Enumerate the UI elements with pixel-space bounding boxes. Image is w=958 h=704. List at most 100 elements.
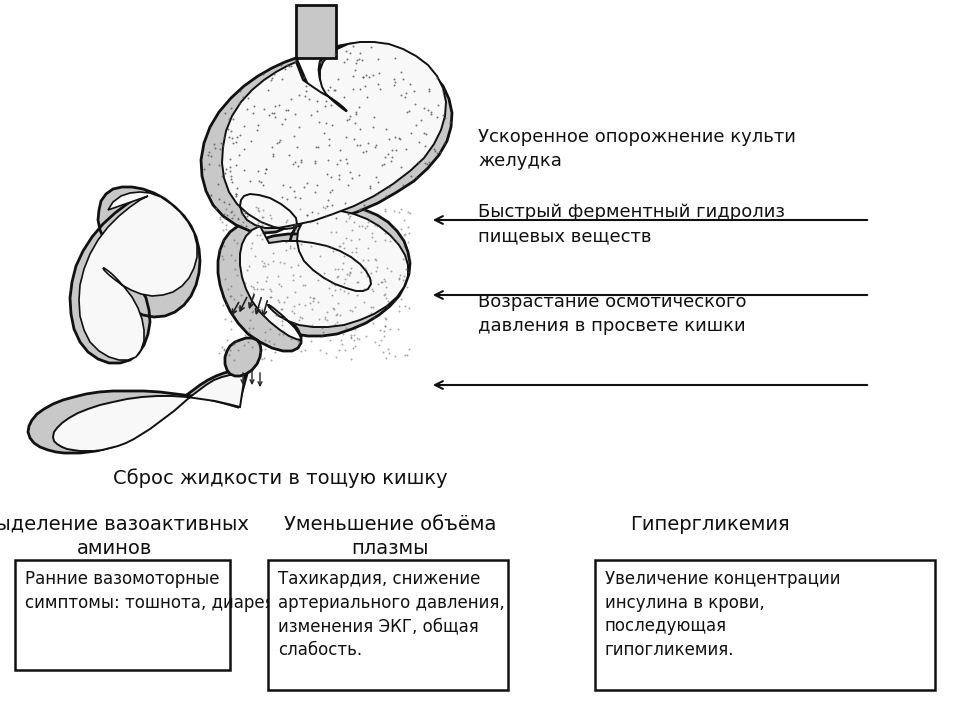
Point — [223, 170, 239, 182]
Point — [369, 254, 384, 265]
Point — [324, 184, 339, 196]
Point — [423, 108, 439, 120]
Point — [246, 100, 262, 111]
Point — [217, 213, 232, 224]
Point — [251, 205, 266, 216]
Polygon shape — [201, 44, 452, 233]
Point — [227, 254, 242, 265]
Point — [352, 333, 367, 344]
Point — [241, 322, 257, 334]
Point — [228, 189, 243, 200]
Point — [346, 343, 361, 354]
Point — [262, 336, 277, 347]
Point — [311, 116, 327, 127]
Point — [325, 277, 340, 288]
Point — [292, 193, 308, 204]
Point — [315, 201, 331, 213]
Point — [247, 250, 262, 261]
Point — [312, 344, 328, 356]
Point — [272, 134, 287, 146]
Point — [324, 241, 339, 253]
Point — [322, 187, 337, 198]
Point — [438, 113, 453, 124]
Point — [357, 263, 373, 274]
Point — [374, 334, 389, 345]
Point — [281, 104, 296, 115]
Point — [323, 99, 338, 111]
Point — [369, 220, 384, 232]
Point — [367, 111, 382, 122]
Point — [276, 326, 291, 337]
Point — [369, 139, 384, 151]
Point — [249, 220, 264, 232]
Point — [290, 259, 306, 270]
Point — [263, 141, 279, 152]
Point — [239, 264, 254, 275]
Point — [435, 86, 450, 97]
Point — [396, 275, 411, 286]
Point — [300, 210, 315, 221]
Point — [258, 163, 273, 175]
Point — [262, 284, 277, 295]
Point — [277, 113, 292, 125]
Point — [353, 139, 368, 151]
Point — [335, 237, 351, 249]
Point — [338, 153, 354, 164]
Point — [273, 59, 288, 70]
Point — [322, 81, 337, 92]
Point — [387, 132, 402, 143]
Point — [278, 237, 293, 248]
Point — [383, 156, 399, 167]
Point — [331, 344, 347, 355]
Point — [327, 284, 342, 296]
Point — [262, 354, 278, 365]
Point — [387, 296, 402, 307]
Point — [240, 92, 256, 103]
Point — [232, 130, 247, 141]
Point — [291, 298, 307, 310]
Point — [320, 200, 335, 211]
Point — [364, 284, 379, 295]
Point — [314, 330, 330, 341]
Point — [380, 149, 396, 160]
Point — [228, 189, 243, 200]
Point — [217, 314, 233, 325]
Point — [254, 354, 269, 365]
Point — [368, 171, 383, 182]
Point — [287, 224, 303, 235]
Point — [217, 292, 233, 303]
Point — [371, 176, 386, 187]
Point — [310, 296, 326, 308]
Point — [223, 102, 239, 113]
Point — [282, 240, 297, 251]
Point — [291, 314, 307, 325]
Polygon shape — [28, 370, 248, 453]
Point — [293, 156, 308, 168]
Point — [387, 76, 402, 87]
Point — [218, 298, 234, 309]
Point — [304, 335, 319, 346]
Point — [230, 345, 245, 356]
Point — [332, 154, 348, 165]
Point — [255, 219, 270, 230]
Point — [215, 216, 230, 227]
Point — [435, 109, 450, 120]
Point — [256, 212, 271, 223]
Point — [298, 279, 313, 291]
Point — [418, 140, 433, 151]
Point — [196, 164, 212, 175]
Point — [388, 144, 403, 155]
Point — [331, 144, 347, 156]
Point — [373, 325, 388, 336]
Point — [242, 175, 258, 186]
Point — [341, 212, 356, 223]
Point — [254, 212, 269, 223]
Point — [284, 94, 299, 105]
Point — [233, 86, 248, 97]
Point — [413, 115, 428, 126]
Point — [377, 320, 393, 331]
Point — [331, 263, 346, 275]
Point — [388, 237, 403, 248]
Point — [342, 167, 357, 178]
Point — [324, 290, 339, 301]
